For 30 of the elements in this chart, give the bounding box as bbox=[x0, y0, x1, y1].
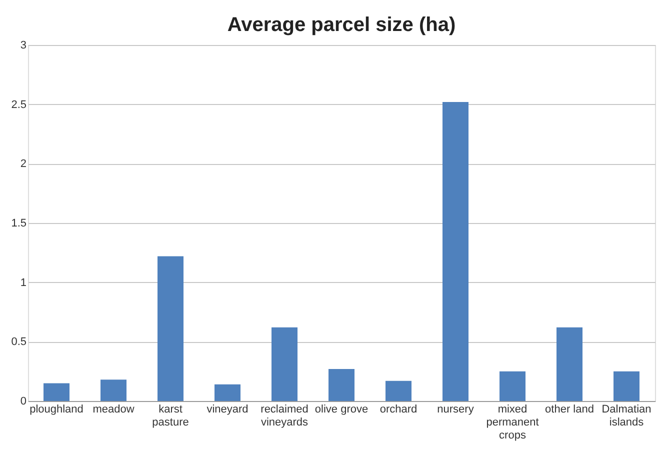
chart-title: Average parcel size (ha) bbox=[227, 14, 456, 36]
bar bbox=[386, 380, 412, 401]
y-tick-label: 0.5 bbox=[11, 336, 26, 348]
y-tick-label: 2.5 bbox=[11, 98, 26, 111]
x-tick-label: orchard bbox=[380, 404, 418, 416]
x-tick-label: vineyard bbox=[206, 404, 248, 416]
bar bbox=[214, 384, 240, 401]
x-tick-label: nursery bbox=[437, 404, 474, 416]
y-tick-label: 1 bbox=[20, 276, 26, 289]
y-tick-label: 1.5 bbox=[11, 218, 26, 230]
x-tick-label: meadow bbox=[92, 404, 134, 416]
bar bbox=[442, 102, 468, 401]
bar bbox=[158, 256, 184, 401]
y-tick-label: 3 bbox=[20, 40, 26, 52]
x-tick-label: olive grove bbox=[314, 404, 368, 416]
bar bbox=[500, 371, 526, 401]
bar bbox=[44, 383, 70, 401]
x-tick-label: Dalmatian islands bbox=[602, 404, 652, 428]
bar bbox=[272, 327, 298, 401]
bar bbox=[556, 327, 582, 401]
x-tick-label: ploughland bbox=[30, 404, 84, 416]
bar bbox=[100, 380, 126, 401]
bar bbox=[328, 368, 354, 401]
x-tick-label: other land bbox=[545, 404, 594, 416]
x-tick-label: karst pasture bbox=[152, 404, 189, 428]
y-tick-label: 2 bbox=[20, 158, 26, 170]
x-tick-label: reclaimed vineyards bbox=[260, 404, 309, 428]
y-tick-label: 0 bbox=[20, 396, 26, 408]
x-tick-label: mixed permanent crops bbox=[486, 404, 539, 442]
bar bbox=[614, 371, 640, 401]
